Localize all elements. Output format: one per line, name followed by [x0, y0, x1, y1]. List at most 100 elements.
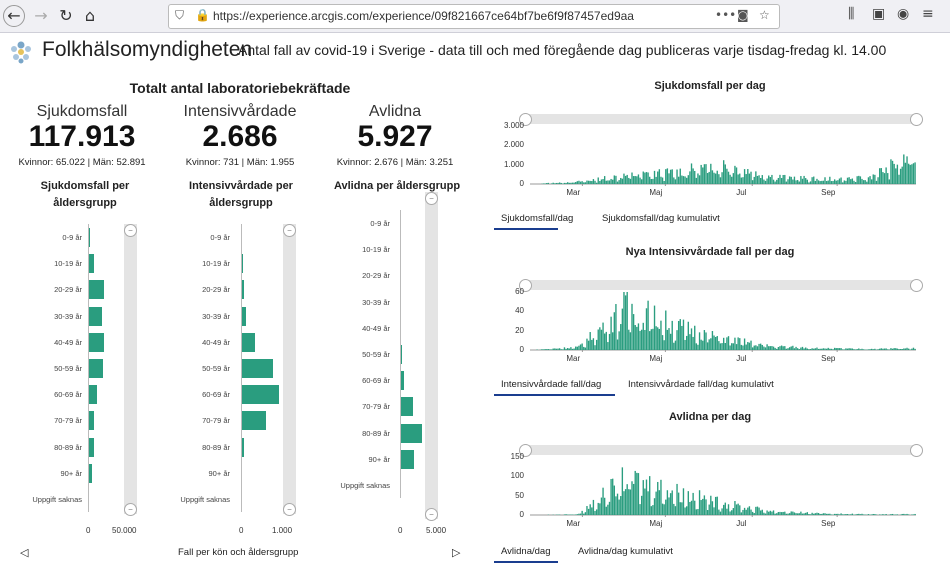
daily-bar[interactable]	[751, 180, 754, 184]
age-bar[interactable]	[89, 254, 95, 274]
daily-bar[interactable]	[595, 339, 598, 350]
daily-bar[interactable]	[883, 348, 886, 350]
daily-bar[interactable]	[761, 175, 763, 184]
daily-bar[interactable]	[546, 183, 548, 184]
daily-bar[interactable]	[755, 345, 757, 350]
daily-bar[interactable]	[800, 176, 802, 184]
daily-bar[interactable]	[811, 512, 813, 515]
daily-bar[interactable]	[723, 160, 725, 184]
scroll-thumb-bottom[interactable]: −	[283, 503, 296, 516]
daily-bar[interactable]	[612, 179, 614, 184]
daily-bar[interactable]	[771, 174, 773, 184]
daily-bar[interactable]	[805, 178, 807, 184]
daily-bar[interactable]	[803, 175, 805, 184]
daily-bar[interactable]	[755, 171, 757, 184]
daily-bar[interactable]	[673, 177, 675, 184]
daily-bar[interactable]	[747, 507, 749, 515]
daily-bar[interactable]	[882, 348, 884, 350]
daily-bar[interactable]	[779, 346, 781, 350]
daily-bar[interactable]	[856, 349, 858, 350]
age-bar[interactable]	[89, 306, 103, 326]
daily-bar[interactable]	[668, 173, 670, 184]
bookmark-star-icon[interactable]: ☆	[759, 8, 770, 22]
daily-bar[interactable]	[620, 177, 622, 184]
daily-bar[interactable]	[682, 176, 685, 184]
daily-bar[interactable]	[719, 177, 722, 184]
daily-bar[interactable]	[737, 337, 739, 350]
daily-bar[interactable]	[858, 348, 860, 350]
daily-bar[interactable]	[896, 348, 899, 350]
daily-bar[interactable]	[882, 514, 884, 515]
daily-bar[interactable]	[904, 162, 907, 184]
daily-bar[interactable]	[650, 329, 652, 350]
daily-bar[interactable]	[740, 512, 743, 515]
daily-bar[interactable]	[615, 304, 617, 350]
daily-bar[interactable]	[687, 175, 689, 184]
daily-bar[interactable]	[700, 500, 702, 515]
daily-bar[interactable]	[676, 169, 678, 184]
daily-bar[interactable]	[726, 508, 728, 515]
age-panel-scrollbar[interactable]	[283, 224, 296, 514]
daily-bar[interactable]	[795, 180, 797, 184]
daily-bar[interactable]	[570, 347, 572, 350]
daily-bar[interactable]	[711, 331, 714, 350]
daily-bar[interactable]	[697, 173, 699, 184]
daily-bar[interactable]	[766, 344, 768, 350]
daily-bar[interactable]	[584, 182, 587, 184]
daily-bar[interactable]	[790, 511, 792, 515]
daily-bar[interactable]	[726, 168, 728, 184]
daily-bar[interactable]	[748, 173, 751, 184]
range-slider[interactable]	[519, 113, 923, 126]
daily-bar[interactable]	[612, 478, 614, 515]
daily-bar[interactable]	[846, 513, 849, 515]
daily-bar[interactable]	[544, 183, 546, 184]
daily-bar[interactable]	[695, 343, 698, 350]
daily-bar[interactable]	[558, 348, 561, 350]
daily-bar[interactable]	[911, 348, 913, 350]
age-bar[interactable]	[242, 306, 247, 326]
daily-bar[interactable]	[686, 177, 688, 184]
daily-bar[interactable]	[875, 514, 878, 515]
daily-bar[interactable]	[816, 512, 818, 515]
daily-bar[interactable]	[639, 177, 641, 184]
daily-bar[interactable]	[657, 327, 659, 350]
daily-bar[interactable]	[851, 178, 854, 184]
daily-bar[interactable]	[782, 175, 784, 184]
daily-bar[interactable]	[666, 490, 669, 515]
daily-bar[interactable]	[629, 332, 632, 350]
daily-bar[interactable]	[689, 334, 691, 350]
daily-bar[interactable]	[808, 514, 810, 515]
daily-bar[interactable]	[583, 346, 585, 350]
daily-bar[interactable]	[597, 177, 599, 184]
daily-bar[interactable]	[644, 488, 646, 515]
daily-bar[interactable]	[673, 503, 675, 515]
daily-bar[interactable]	[763, 346, 765, 350]
daily-bar[interactable]	[748, 506, 751, 515]
daily-bar[interactable]	[743, 338, 746, 350]
daily-bar[interactable]	[901, 348, 903, 350]
daily-bar[interactable]	[821, 348, 823, 350]
daily-bar[interactable]	[862, 180, 865, 184]
daily-bar[interactable]	[679, 168, 681, 184]
daily-bar[interactable]	[798, 181, 800, 184]
scroll-thumb-top[interactable]: −	[124, 224, 137, 237]
daily-bar[interactable]	[848, 348, 850, 350]
daily-bar[interactable]	[674, 179, 677, 184]
daily-bar[interactable]	[814, 513, 817, 515]
daily-bar[interactable]	[774, 347, 776, 350]
daily-bar[interactable]	[851, 513, 854, 515]
daily-bar[interactable]	[776, 513, 778, 515]
daily-bar[interactable]	[721, 172, 723, 184]
daily-bar[interactable]	[891, 348, 894, 350]
daily-bar[interactable]	[832, 180, 834, 184]
daily-bar[interactable]	[587, 340, 590, 350]
daily-bar[interactable]	[583, 182, 585, 184]
daily-bar[interactable]	[732, 343, 735, 350]
daily-bar[interactable]	[907, 348, 910, 350]
daily-bar[interactable]	[827, 180, 829, 184]
daily-bar[interactable]	[851, 348, 854, 350]
daily-bar[interactable]	[608, 501, 611, 515]
daily-bar[interactable]	[837, 347, 839, 350]
daily-bar[interactable]	[756, 506, 759, 515]
daily-bar[interactable]	[603, 176, 606, 184]
